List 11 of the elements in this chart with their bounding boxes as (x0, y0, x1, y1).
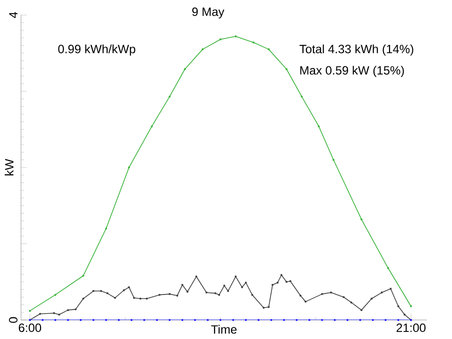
annotation: 0.99 kWh/kWp (58, 44, 136, 56)
x-axis-title: Time (211, 324, 237, 334)
annotation: Max 0.59 kW (15%) (300, 66, 404, 77)
y-tick-label: 4 (9, 12, 18, 18)
y-tick-label: 0 (8, 317, 18, 323)
chart-title: 9 May (192, 8, 224, 18)
x-tick-label: 6:00 (18, 324, 42, 332)
annotation: Total 4.33 kWh (14%) (300, 44, 414, 56)
x-tick-label: 21:00 (396, 324, 426, 332)
y-axis-title: kW (4, 158, 14, 176)
line-series (28, 274, 412, 321)
